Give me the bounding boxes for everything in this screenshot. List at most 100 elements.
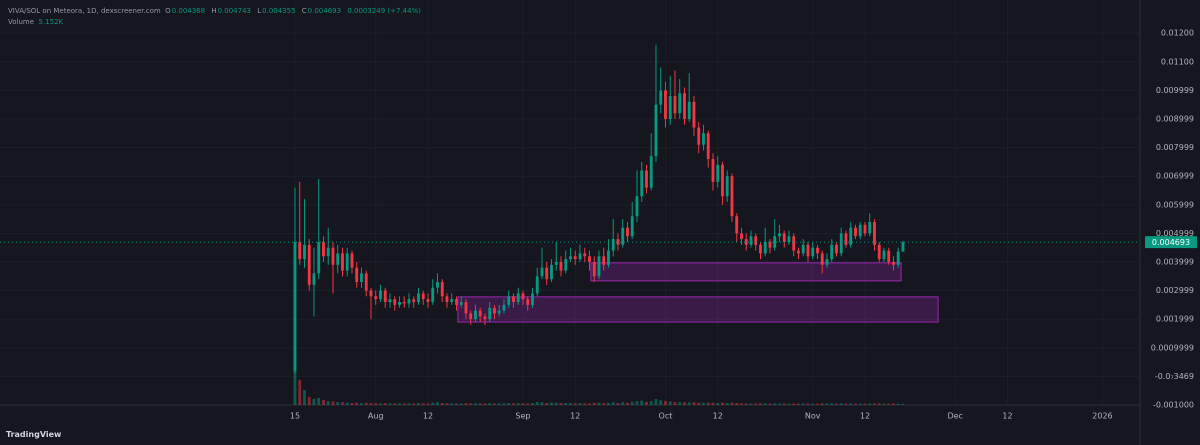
volume-bar <box>835 403 838 405</box>
volume-bar <box>554 402 558 405</box>
y-tick-label: 0.001999 <box>1156 315 1194 324</box>
volume-bar <box>873 403 876 405</box>
volume-bar <box>697 402 701 405</box>
volume-bar <box>887 403 891 405</box>
volume-bar <box>706 402 710 405</box>
volume-bar <box>825 403 829 405</box>
candle-body <box>474 310 477 320</box>
volume-bar <box>317 398 321 405</box>
volume-bar <box>901 403 905 405</box>
candle-body <box>345 253 349 271</box>
volume-bar <box>588 403 591 405</box>
candle-body <box>341 253 344 271</box>
candle-body <box>768 241 772 248</box>
volume-bar <box>801 403 805 405</box>
candle-body <box>801 244 805 254</box>
candle-body <box>317 241 321 274</box>
candle-body <box>654 104 658 157</box>
volume-bar <box>806 403 810 405</box>
ohlc-key: L <box>257 7 262 15</box>
volume-bar <box>811 403 815 405</box>
candle-body <box>645 170 648 188</box>
volume-bar <box>502 403 506 405</box>
candle-body <box>630 216 634 237</box>
symbol-title: VIVA/SOL on Meteora, 1D, dexscreener.com <box>8 7 161 15</box>
volume-bar <box>379 403 382 405</box>
y-tick-label: 0.006999 <box>1156 172 1194 181</box>
volume-bar <box>426 403 430 405</box>
volume-bar <box>459 403 463 405</box>
volume-bar <box>621 402 625 405</box>
volume-value: 5.152K <box>38 18 64 26</box>
volume-bar <box>398 403 401 405</box>
volume-bar <box>573 403 577 405</box>
volume-bar <box>649 401 653 405</box>
candle-body <box>374 296 378 300</box>
candle-body <box>896 251 900 265</box>
candle-body <box>445 296 449 303</box>
volume-bar <box>469 403 473 405</box>
x-tick-label: Dec <box>947 412 962 421</box>
volume-bar <box>559 403 563 405</box>
ohlc-key: O <box>165 7 171 15</box>
x-tick-label: Aug <box>368 412 384 421</box>
y-tick-label: 0.003999 <box>1156 258 1194 267</box>
volume-bar <box>630 401 634 405</box>
candle-body <box>621 227 625 245</box>
volume-bar <box>611 402 615 405</box>
candle-body <box>787 236 791 242</box>
volume-bar <box>445 403 449 405</box>
volume-bar <box>673 401 677 405</box>
candle-body <box>687 101 691 119</box>
candle-body <box>421 293 425 300</box>
candle-body <box>635 196 639 217</box>
y-tick-label: 0.005999 <box>1156 200 1194 209</box>
volume-bar <box>455 403 458 405</box>
candle-body <box>588 256 591 262</box>
candle-body <box>664 90 667 119</box>
x-tick-label: 12 <box>570 412 580 421</box>
volume-bar <box>635 401 639 405</box>
volume-bar <box>564 403 568 405</box>
candle-body <box>507 296 511 305</box>
volume-bar <box>345 402 349 405</box>
volume-bar <box>659 400 663 405</box>
y-tick-label: 0.01200 <box>1161 29 1194 38</box>
volume-bar <box>668 401 672 405</box>
volume-bar <box>839 403 843 405</box>
candle-body <box>516 293 520 303</box>
y-tick-label: 0.004999 <box>1156 229 1194 238</box>
legend-row: Volume 5.152K <box>8 17 425 28</box>
candle-body <box>407 299 411 304</box>
volume-bar <box>754 403 758 405</box>
volume-bar <box>431 402 435 405</box>
volume-bar <box>436 402 439 405</box>
volume-bar <box>692 402 696 405</box>
candle-body <box>692 101 696 128</box>
volume-bar <box>744 403 748 405</box>
ohlc-key: H <box>211 7 217 15</box>
candle-body <box>497 310 501 314</box>
brand-logo[interactable]: TradingView <box>6 430 62 439</box>
candle-body <box>369 290 373 297</box>
candle-body <box>398 302 401 305</box>
volume-bar <box>303 390 306 405</box>
volume-bar <box>778 403 781 405</box>
candle-body <box>830 244 834 260</box>
volume-bar <box>849 403 853 405</box>
volume-bar <box>792 403 796 405</box>
candle-body <box>673 96 677 114</box>
candle-body <box>607 250 610 265</box>
volume-bar <box>882 403 886 405</box>
volume-bar <box>360 403 363 405</box>
candle-body <box>360 273 363 283</box>
y-tick-label: 0.002999 <box>1156 286 1194 295</box>
volume-bar <box>716 403 720 405</box>
candle-body <box>683 93 686 119</box>
candle-body <box>493 307 496 314</box>
change-value: 0.0003249 (+7.44%) <box>347 7 421 15</box>
volume-bar <box>654 399 658 405</box>
volume-bar <box>759 403 762 405</box>
legend-header: VIVA/SOL on Meteora, 1D, dexscreener.com… <box>8 6 425 28</box>
